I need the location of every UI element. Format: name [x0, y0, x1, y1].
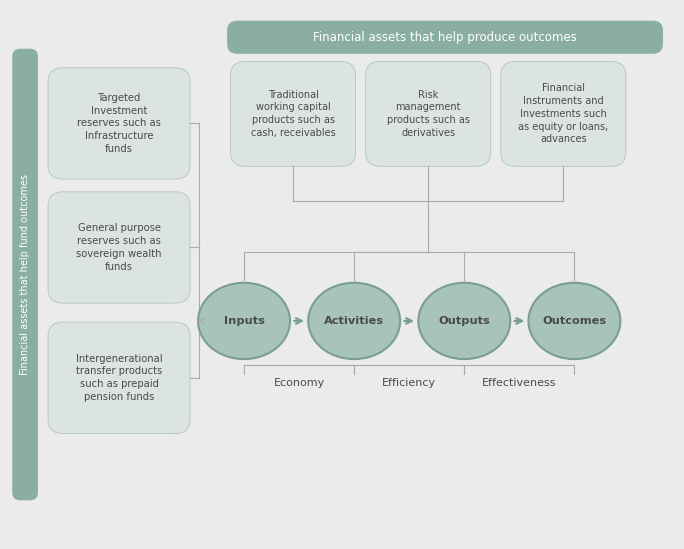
Text: Targeted
Investment
reserves such as
Infrastructure
funds: Targeted Investment reserves such as Inf… — [77, 93, 161, 154]
FancyBboxPatch shape — [48, 68, 190, 179]
Text: Risk
management
products such as
derivatives: Risk management products such as derivat… — [386, 89, 470, 138]
Text: Economy: Economy — [274, 378, 325, 388]
Text: Inputs: Inputs — [224, 316, 265, 326]
Ellipse shape — [419, 283, 510, 359]
Text: General purpose
reserves such as
sovereign wealth
funds: General purpose reserves such as soverei… — [77, 223, 162, 272]
FancyBboxPatch shape — [48, 322, 190, 434]
Text: Effectiveness: Effectiveness — [482, 378, 557, 388]
FancyBboxPatch shape — [12, 49, 38, 500]
Text: Financial assets that help produce outcomes: Financial assets that help produce outco… — [313, 31, 577, 44]
Text: Efficiency: Efficiency — [382, 378, 436, 388]
FancyBboxPatch shape — [231, 61, 356, 166]
Text: Financial assets that help fund outcomes: Financial assets that help fund outcomes — [20, 174, 30, 375]
FancyBboxPatch shape — [48, 192, 190, 303]
Ellipse shape — [529, 283, 620, 359]
Text: Outputs: Outputs — [438, 316, 490, 326]
Text: Traditional
working capital
products such as
cash, receivables: Traditional working capital products suc… — [250, 89, 335, 138]
Text: Intergenerational
transfer products
such as prepaid
pension funds: Intergenerational transfer products such… — [76, 354, 162, 402]
Text: Outcomes: Outcomes — [542, 316, 607, 326]
Text: Financial
Instruments and
Investments such
as equity or loans,
advances: Financial Instruments and Investments su… — [518, 83, 608, 144]
FancyBboxPatch shape — [227, 21, 663, 54]
Ellipse shape — [308, 283, 400, 359]
FancyBboxPatch shape — [366, 61, 490, 166]
FancyBboxPatch shape — [501, 61, 626, 166]
Ellipse shape — [198, 283, 290, 359]
Text: Activities: Activities — [324, 316, 384, 326]
